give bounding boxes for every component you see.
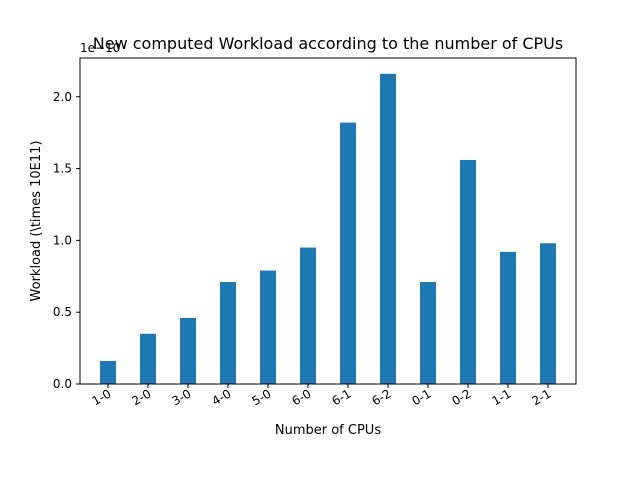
y-tick-label: 1.5: [53, 162, 72, 176]
bar-5-0: [260, 270, 276, 384]
y-ticks-group: 0.0 0.5 1.0 1.5 2.0: [53, 90, 80, 391]
bar-4-0: [220, 282, 236, 384]
y-offset-text: 1e−10: [80, 41, 120, 55]
axes-frame: [79, 57, 577, 385]
bar-1-1: [500, 251, 516, 384]
y-tick-label: 1.0: [53, 233, 72, 247]
bar-6-0: [300, 247, 316, 384]
x-axis-label: Number of CPUs: [275, 423, 381, 438]
y-axis-label: Workload (\times 10E11): [29, 141, 44, 302]
bar-2-0: [140, 333, 156, 384]
bar-1-0: [100, 361, 116, 384]
bar-6-2: [380, 73, 396, 384]
bars-group: [100, 73, 556, 384]
y-tick-label: 2.0: [53, 90, 72, 104]
chart-title: New computed Workload according to the n…: [93, 34, 563, 53]
bar-6-1: [340, 122, 356, 384]
bar-3-0: [180, 317, 196, 384]
bar-2-1: [540, 243, 556, 384]
y-tick-label: 0.0: [53, 377, 72, 391]
y-tick-label: 0.5: [53, 305, 72, 319]
bar-0-2: [460, 159, 476, 384]
bar-0-1: [420, 282, 436, 384]
